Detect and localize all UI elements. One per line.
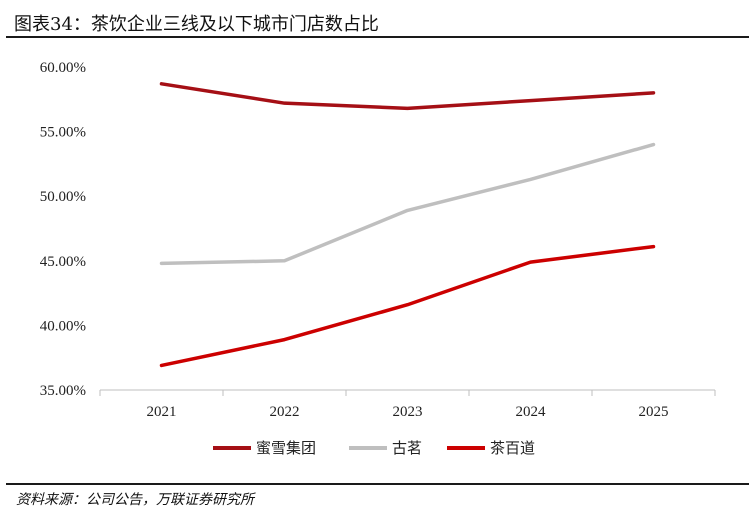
legend-label: 茶百道: [490, 440, 535, 457]
line-chart: 60.00% 55.00% 50.00% 45.00% 40.00% 35.00% 202…: [40, 60, 716, 457]
legend: 蜜雪集团 古茗 茶百道: [213, 440, 535, 457]
y-axis: 60.00% 55.00% 50.00% 45.00% 40.00% 35.00%: [40, 60, 86, 399]
x-tick-label: 2023: [393, 404, 423, 420]
figure-title: 图表34：茶饮企业三线及以下城市门店数占比: [14, 14, 379, 35]
series-line-2: [159, 142, 656, 266]
source-note: 资料来源：公司公告，万联证券研究所: [16, 492, 254, 508]
footer-divider: [6, 483, 749, 485]
y-tick-label: 40.00%: [40, 318, 86, 334]
series-layer: [159, 82, 656, 368]
x-tick-label: 2021: [147, 404, 177, 420]
y-tick-label: 45.00%: [40, 254, 86, 270]
x-axis: 2021 2022 2023 2024 2025: [99, 389, 716, 420]
x-tick-label: 2022: [270, 404, 300, 420]
series-line-3: [159, 244, 656, 368]
figure-title-bar: 图表34：茶饮企业三线及以下城市门店数占比: [6, 4, 749, 38]
legend-label: 蜜雪集团: [256, 440, 316, 457]
x-tick-label: 2024: [516, 404, 547, 420]
series-line-1: [159, 82, 656, 111]
legend-label: 古茗: [392, 440, 422, 457]
y-tick-label: 50.00%: [40, 189, 86, 205]
x-tick-label: 2025: [639, 404, 669, 420]
y-tick-label: 55.00%: [40, 125, 86, 141]
y-tick-label: 60.00%: [40, 60, 86, 76]
y-tick-label: 35.00%: [40, 383, 86, 399]
